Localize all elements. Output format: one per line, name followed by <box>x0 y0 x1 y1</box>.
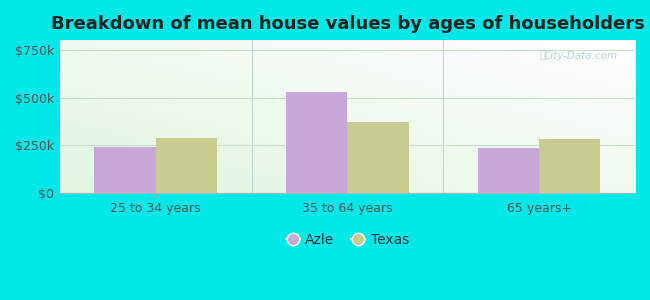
Legend: Azle, Texas: Azle, Texas <box>280 228 415 253</box>
Bar <box>539 139 601 194</box>
Bar <box>94 147 155 194</box>
Text: City-Data.com: City-Data.com <box>543 51 618 61</box>
Bar <box>478 148 539 194</box>
Bar <box>286 92 347 194</box>
Title: Breakdown of mean house values by ages of householders: Breakdown of mean house values by ages o… <box>51 15 644 33</box>
Text: ⓘ: ⓘ <box>540 50 546 60</box>
Bar <box>347 122 409 194</box>
Bar <box>155 138 217 194</box>
